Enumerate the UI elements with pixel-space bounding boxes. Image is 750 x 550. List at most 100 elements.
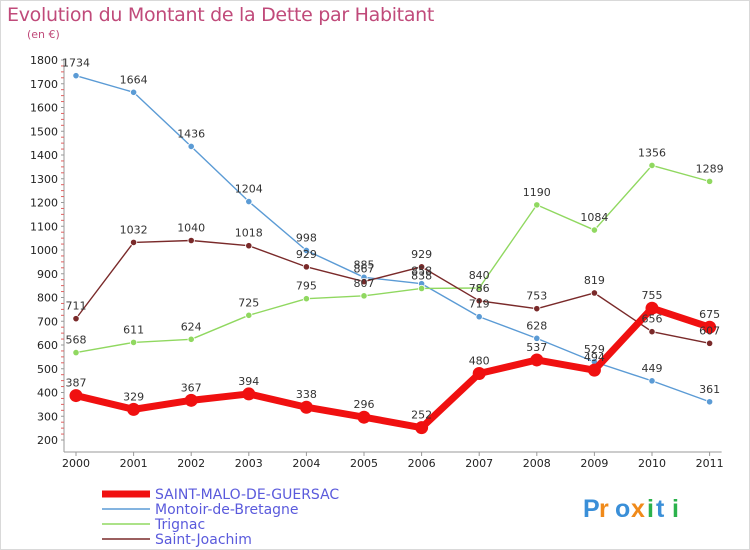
- x-tick-label: 2003: [235, 457, 263, 470]
- data-point-saint-joachim: [245, 242, 253, 250]
- data-label-saint-malo-de-guersac: 537: [526, 341, 547, 354]
- data-label-saint-joachim: 929: [296, 248, 317, 261]
- data-point-saint-joachim: [705, 339, 714, 347]
- y-tick-label: 200: [37, 434, 58, 447]
- series-line-saint-joachim: [75, 239, 710, 345]
- data-label-saint-joachim: 656: [642, 313, 663, 326]
- data-point-montoir-de-bretagne: [475, 313, 483, 321]
- series-lines: [69, 72, 717, 435]
- chart-title: Evolution du Montant de la Dette par Hab…: [7, 4, 435, 26]
- data-label-saint-joachim: 753: [526, 290, 547, 303]
- data-point-trignac: [648, 161, 656, 170]
- data-point-trignac: [417, 284, 426, 293]
- data-label-montoir-de-bretagne: 858: [411, 265, 432, 278]
- data-point-saint-malo-de-guersac: [184, 393, 198, 407]
- data-label-trignac: 1084: [580, 211, 608, 224]
- x-tick-label: 2006: [408, 457, 436, 470]
- data-point-montoir-de-bretagne: [130, 88, 138, 96]
- data-point-saint-malo-de-guersac: [703, 320, 717, 334]
- y-tick-label: 900: [37, 268, 58, 281]
- data-label-saint-malo-de-guersac: 394: [238, 375, 259, 388]
- data-point-montoir-de-bretagne: [533, 334, 541, 342]
- x-tick-label: 2004: [292, 457, 320, 470]
- data-label-saint-malo-de-guersac: 252: [411, 409, 432, 422]
- y-tick-label: 1300: [30, 173, 58, 186]
- legend-label-saint-malo-de-guersac: SAINT-MALO-DE-GUERSAC: [155, 487, 339, 503]
- logo-letter: i: [672, 495, 679, 523]
- logo-letter: r: [599, 495, 609, 523]
- legend-label-saint-joachim: Saint-Joachim: [155, 532, 252, 548]
- data-label-saint-joachim: 867: [354, 263, 375, 276]
- series-line-saint-malo-de-guersac: [75, 304, 711, 432]
- data-point-saint-malo-de-guersac: [472, 367, 486, 380]
- data-point-trignac: [533, 201, 541, 209]
- data-point-trignac: [590, 226, 599, 234]
- data-point-trignac: [360, 292, 368, 300]
- data-point-saint-malo-de-guersac: [530, 353, 544, 367]
- data-label-saint-joachim: 1018: [235, 227, 263, 240]
- data-point-trignac: [302, 295, 310, 303]
- y-tick-label: 1400: [30, 149, 58, 162]
- logo-letter: P: [583, 495, 600, 523]
- data-point-trignac: [475, 284, 483, 292]
- data-label-saint-malo-de-guersac: 755: [642, 289, 663, 302]
- y-tick-label: 1200: [30, 197, 58, 210]
- data-label-trignac: 838: [411, 269, 432, 282]
- chart-subtitle: (en €): [27, 28, 60, 41]
- data-point-saint-joachim: [648, 328, 656, 336]
- data-label-saint-malo-de-guersac: 494: [584, 351, 605, 364]
- data-point-trignac: [187, 335, 195, 343]
- y-tick-label: 1600: [30, 102, 58, 115]
- data-label-trignac: 840: [469, 269, 490, 282]
- logo-letter: x: [631, 495, 645, 523]
- series-line-montoir-de-bretagne: [75, 75, 710, 403]
- data-point-saint-joachim: [533, 305, 541, 313]
- data-label-trignac: 807: [354, 277, 375, 290]
- data-label-montoir-de-bretagne: 1664: [120, 73, 148, 86]
- data-label-montoir-de-bretagne: 719: [469, 298, 490, 311]
- data-point-montoir-de-bretagne: [648, 377, 656, 385]
- y-tick-label: 1100: [30, 220, 58, 233]
- data-point-montoir-de-bretagne: [72, 72, 80, 80]
- logo-letter: i: [647, 495, 654, 523]
- data-point-saint-joachim: [475, 297, 483, 305]
- data-label-saint-joachim: 1040: [177, 222, 205, 235]
- data-point-montoir-de-bretagne: [187, 142, 195, 151]
- x-tick-label: 2005: [350, 457, 378, 470]
- y-tick-label: 700: [37, 315, 58, 328]
- data-label-trignac: 624: [181, 320, 202, 333]
- data-point-saint-malo-de-guersac: [357, 410, 371, 424]
- data-label-montoir-de-bretagne: 449: [642, 362, 663, 375]
- data-label-montoir-de-bretagne: 885: [354, 258, 375, 271]
- data-point-saint-malo-de-guersac: [69, 389, 83, 403]
- series-line-trignac: [75, 164, 710, 354]
- data-point-montoir-de-bretagne: [302, 246, 310, 255]
- data-label-montoir-de-bretagne: 529: [584, 343, 605, 356]
- data-label-montoir-de-bretagne: 628: [526, 319, 547, 332]
- data-label-saint-joachim: 607: [699, 324, 720, 337]
- y-tick-label: 800: [37, 292, 58, 305]
- data-label-trignac: 1190: [523, 186, 551, 199]
- x-tick-label: 2009: [580, 457, 608, 470]
- legend-label-montoir-de-bretagne: Montoir-de-Bretagne: [155, 502, 299, 518]
- y-tick-label: 1500: [30, 125, 58, 138]
- y-tick-label: 600: [37, 339, 58, 352]
- data-point-saint-malo-de-guersac: [415, 421, 429, 435]
- data-point-saint-malo-de-guersac: [242, 387, 256, 401]
- data-point-trignac: [72, 348, 80, 357]
- x-tick-label: 2002: [177, 457, 205, 470]
- data-label-saint-joachim: 786: [469, 282, 490, 295]
- axes: 200 300 400 500 600 700 800 900 1000 1100 1200 1300…: [30, 54, 724, 470]
- data-point-saint-malo-de-guersac: [127, 402, 141, 416]
- data-label-saint-malo-de-guersac: 338: [296, 388, 317, 401]
- y-tick-label: 500: [37, 363, 58, 376]
- y-tick-label: 400: [37, 387, 58, 400]
- data-point-saint-joachim: [360, 277, 368, 286]
- data-label-saint-malo-de-guersac: 387: [66, 377, 87, 390]
- x-tick-label: 2001: [120, 457, 148, 470]
- data-label-saint-joachim: 819: [584, 274, 605, 287]
- data-point-saint-joachim: [187, 236, 195, 245]
- data-point-saint-joachim: [72, 315, 80, 323]
